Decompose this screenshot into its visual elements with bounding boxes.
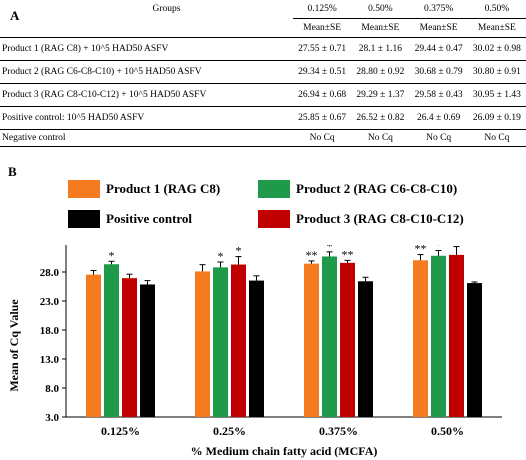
results-table: Groups 0.125% 0.50% 0.375% 0.50% Mean±SE… (0, 0, 526, 160)
bar (449, 254, 464, 417)
legend-label: Product 2 (RAG C6-C8-C10) (296, 181, 458, 196)
significance-mark: * (327, 245, 333, 253)
legend-swatch (258, 180, 290, 198)
conc-header-2: 0.50% (368, 4, 393, 14)
row-label: Negative control (0, 129, 293, 147)
conc-header-3: 0.375% (423, 4, 454, 14)
x-axis-title: % Medium chain fatty acid (MCFA) (191, 444, 378, 458)
legend-item-product3: Product 3 (RAG C8-C10-C12) (258, 210, 464, 228)
stat-header-4: Mean±SE (467, 18, 526, 38)
table-cell: No Cq (409, 129, 468, 147)
table-cell: 29.29 ± 1.37 (351, 83, 410, 107)
legend-item-positive: Positive control (68, 210, 192, 228)
bar (304, 263, 319, 417)
y-tick-label: 18.0 (40, 325, 60, 337)
x-tick-label: 0.125% (101, 424, 140, 438)
row-label: Positive control: 10^5 HAD50 ASFV (0, 106, 293, 130)
x-tick-label: 0.25% (213, 424, 246, 438)
stat-header-1: Mean±SE (293, 18, 352, 38)
significance-mark: ** (415, 245, 427, 256)
row-label: Product 2 (RAG C6-C8-C10) + 10^5 HAD50 A… (0, 60, 293, 84)
stat-header-2: Mean±SE (351, 18, 410, 38)
bar (86, 274, 101, 417)
bar (467, 283, 482, 417)
significance-mark: * (236, 245, 242, 258)
row-label: Product 3 (RAG C8-C10-C12) + 10^5 HAD50 … (0, 83, 293, 107)
bar (231, 264, 246, 417)
y-tick-label: 8.0 (45, 383, 59, 395)
table-cell: No Cq (351, 129, 410, 147)
bar (122, 278, 137, 417)
legend-item-product2: Product 2 (RAG C6-C8-C10) (258, 180, 457, 198)
table-cell: 26.09 ± 0.19 (467, 106, 526, 130)
table-cell: 29.58 ± 0.43 (409, 83, 468, 107)
table-cell: 29.34 ± 0.51 (293, 60, 352, 84)
bar (322, 256, 337, 417)
bar (249, 280, 264, 417)
table-row: Positive control: 10^5 HAD50 ASFV 25.85 … (0, 106, 526, 130)
table-row: Negative control No Cq No Cq No Cq No Cq (0, 129, 526, 147)
table-cell: 27.55 ± 0.71 (293, 37, 352, 61)
x-tick-label: 0.50% (431, 424, 464, 438)
table-row: Product 3 (RAG C8-C10-C12) + 10^5 HAD50 … (0, 83, 526, 107)
table-cell: 28.1 ± 1.16 (351, 37, 410, 61)
y-tick-label: 3.0 (45, 412, 59, 424)
legend-label: Product 3 (RAG C8-C10-C12) (296, 211, 464, 226)
significance-mark: * (109, 248, 115, 262)
bar-chart: 3.08.013.018.023.028.0*0.125%* *0.25%****… (7, 245, 502, 458)
significance-mark: ** (306, 248, 318, 262)
table-cell: 30.02 ± 0.98 (467, 37, 526, 61)
stat-header-3: Mean±SE (409, 18, 468, 38)
groups-header: Groups (152, 4, 181, 15)
row-label: Product 1 (RAG C8) + 10^5 HAD50 ASFV (0, 37, 293, 61)
x-tick-label: 0.375% (319, 424, 358, 438)
bar (340, 262, 355, 417)
table-cell: No Cq (467, 129, 526, 147)
significance-mark: ** (451, 245, 463, 248)
bar (140, 284, 155, 417)
legend-swatch (68, 210, 100, 228)
bar (358, 281, 373, 417)
bar (431, 255, 446, 417)
table-cell: 30.68 ± 0.79 (409, 60, 468, 84)
conc-header-1: 0.125% (307, 4, 337, 14)
y-tick-label: 28.0 (40, 267, 60, 279)
bar (213, 267, 228, 417)
table-cell: 26.94 ± 0.68 (293, 83, 352, 107)
table-row: Product 1 (RAG C8) + 10^5 HAD50 ASFV 27.… (0, 37, 526, 61)
legend-item-product1: Product 1 (RAG C8) (68, 180, 220, 198)
y-tick-label: 23.0 (40, 296, 60, 308)
table-cell: 30.80 ± 0.91 (467, 60, 526, 84)
table-cell: 25.85 ± 0.67 (293, 106, 352, 130)
chart-legend: Product 1 (RAG C8) Product 2 (RAG C6-C8-… (68, 180, 518, 245)
table-cell: 30.95 ± 1.43 (467, 83, 526, 107)
significance-mark: * (218, 249, 224, 263)
panel-a-label: A (10, 8, 20, 23)
bar (195, 271, 210, 417)
table-cell: 26.4 ± 0.69 (409, 106, 468, 130)
table-cell: 28.80 ± 0.92 (351, 60, 410, 84)
table-cell: No Cq (293, 129, 352, 147)
conc-header-4: 0.50% (484, 4, 510, 14)
panel-b-label: B (8, 164, 17, 179)
table-cell: 26.52 ± 0.82 (351, 106, 410, 130)
legend-swatch (68, 180, 100, 198)
legend-label: Product 1 (RAG C8) (106, 181, 221, 196)
y-tick-label: 13.0 (40, 354, 60, 366)
y-axis-title: Mean of Cq Value (7, 299, 21, 392)
significance-mark: * (436, 245, 442, 251)
bar (413, 260, 428, 417)
bar (104, 264, 119, 417)
significance-mark: ** (342, 247, 354, 261)
legend-swatch (258, 210, 290, 228)
table-row: Product 2 (RAG C6-C8-C10) + 10^5 HAD50 A… (0, 60, 526, 84)
legend-label: Positive control (106, 211, 193, 226)
table-cell: 29.44 ± 0.47 (409, 37, 468, 61)
